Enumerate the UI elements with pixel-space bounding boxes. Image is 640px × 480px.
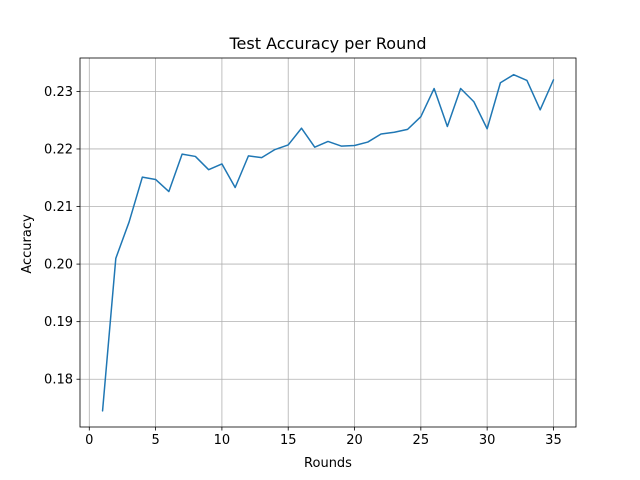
x-tick-label: 5 <box>151 433 159 448</box>
axes-frame <box>79 57 577 428</box>
y-tick-label: 0.19 <box>44 315 73 330</box>
y-tick-label: 0.20 <box>44 258 73 273</box>
y-axis-label: Accuracy <box>20 214 35 274</box>
grid-lines <box>80 58 576 427</box>
chart-title: Test Accuracy per Round <box>228 34 426 53</box>
x-axis-label: Rounds <box>304 456 352 471</box>
x-tick-label: 35 <box>545 433 562 448</box>
y-tick-label: 0.21 <box>44 200 73 215</box>
axes: 0 5 10 15 20 25 30 35 0.18 0.19 0.20 0.21 0.22 0.23 <box>44 57 577 448</box>
x-tick-label: 10 <box>214 433 231 448</box>
x-tick-label: 15 <box>280 433 297 448</box>
x-tick-label: 30 <box>479 433 496 448</box>
x-tick-label: 25 <box>413 433 430 448</box>
x-tick-label: 20 <box>346 433 363 448</box>
plot-area <box>101 73 555 412</box>
y-tick-label: 0.23 <box>44 85 73 100</box>
y-tick-label: 0.22 <box>44 142 73 157</box>
x-tick-label: 0 <box>85 433 93 448</box>
y-tick-label: 0.18 <box>44 373 73 388</box>
